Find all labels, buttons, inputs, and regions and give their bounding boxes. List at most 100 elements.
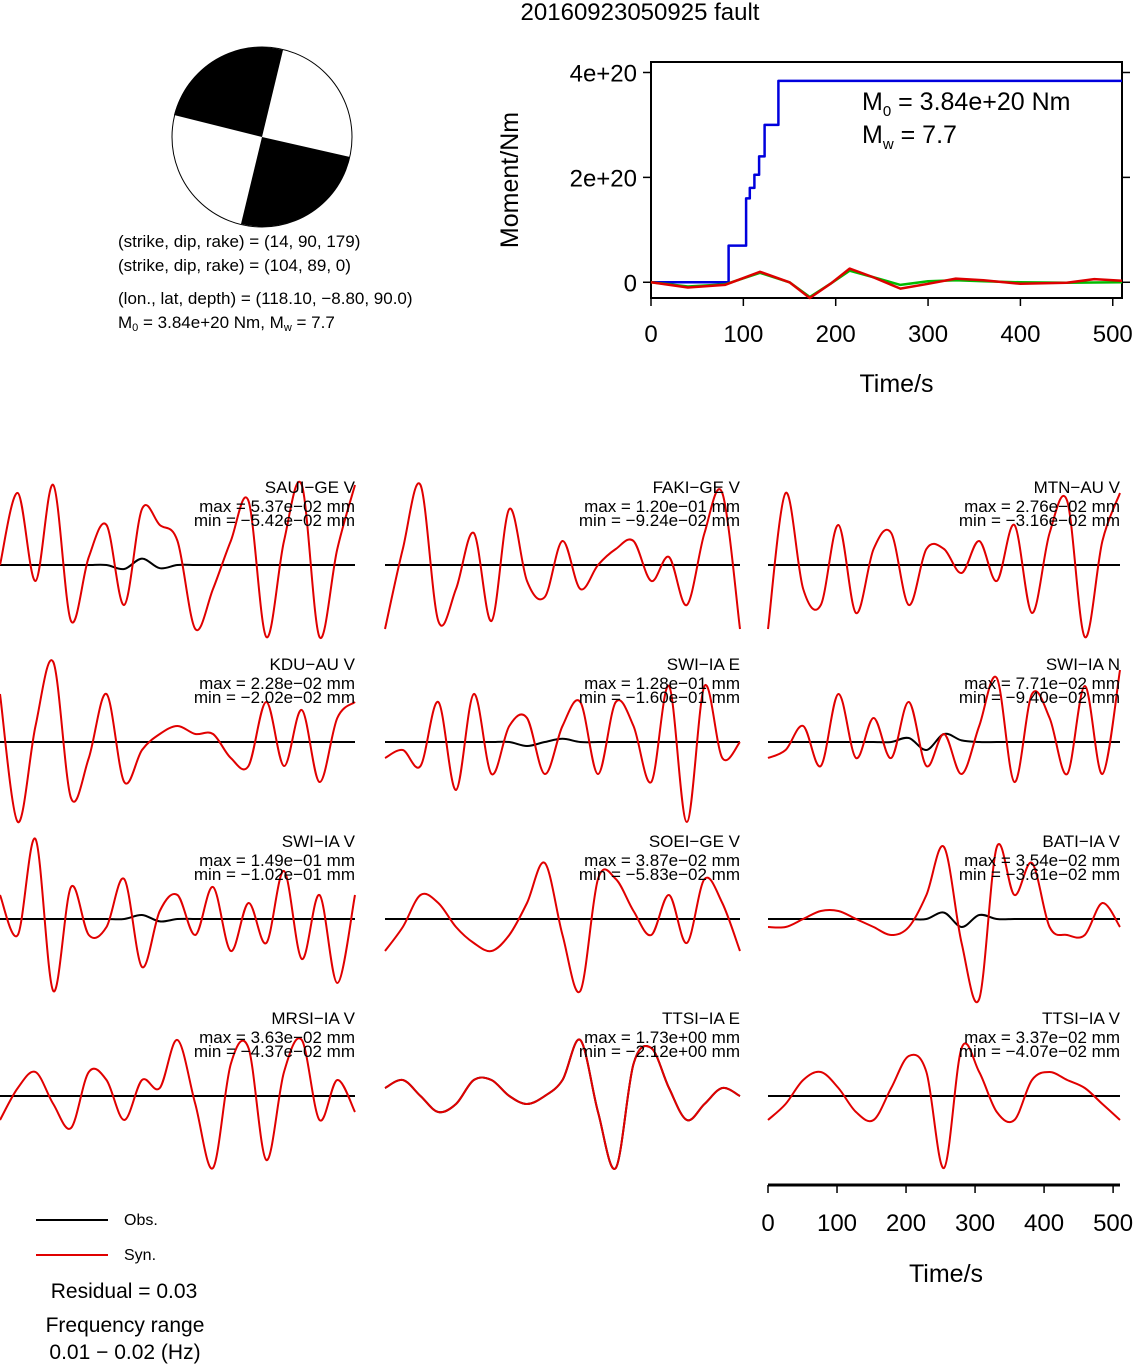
moment-annotation-m0: M0 = 3.84e+20 Nm <box>862 88 1070 120</box>
wave-x-tick-label: 400 <box>1024 1210 1064 1237</box>
moment-x-tick-label: 200 <box>816 321 856 348</box>
wave-x-tick-label: 500 <box>1093 1210 1133 1237</box>
beachball-compression-quadrant-se <box>241 137 350 227</box>
station-name: SWI−IA V <box>282 832 356 851</box>
plane1-text: (strike, dip, rake) = (14, 90, 179) <box>118 232 361 251</box>
station-max: max = 5.37e−02 mm <box>199 497 355 516</box>
station-name: SWI−IA N <box>1046 655 1120 674</box>
station-name: MRSI−IA V <box>271 1009 355 1028</box>
moment-x-tick-label: 100 <box>723 321 763 348</box>
beachball-compression-quadrant-nw <box>174 47 283 137</box>
station-max: max = 1.20e−01 mm <box>584 497 740 516</box>
station-min: min = −3.61e−02 mm <box>959 865 1120 884</box>
observed-trace <box>385 737 740 748</box>
moment-series-2 <box>650 267 1123 300</box>
residual-text: Residual = 0.03 <box>50 1280 198 1303</box>
frequency-value: 0.01 − 0.02 (Hz) <box>49 1341 201 1364</box>
moment-summary-text: M0 = 3.84e+20 Nm, Mw = 7.7 <box>118 313 335 338</box>
frequency-title: Frequency range <box>45 1314 205 1337</box>
station-max: max = 1.73e+00 mm <box>584 1028 740 1047</box>
station-min: min = −4.07e−02 mm <box>959 1042 1120 1061</box>
figure-title: 20160923050925 fault <box>520 0 760 26</box>
moment-x-tick-label: 400 <box>1000 321 1040 348</box>
moment-x-tick-label: 500 <box>1093 321 1133 348</box>
legend-obs-label: Obs. <box>124 1212 158 1229</box>
moment-y-tick-label: 2e+20 <box>570 165 637 192</box>
moment-annotation-mw: Mw = 7.7 <box>862 121 957 153</box>
station-name: SOEI−GE V <box>649 832 741 851</box>
wave-x-tick-label: 100 <box>817 1210 857 1237</box>
station-min: min = −5.83e−02 mm <box>579 865 740 884</box>
station-name: TTSI−IA E <box>662 1009 740 1028</box>
station-min: min = −2.12e+00 mm <box>579 1042 740 1061</box>
wave-x-axis-label: Time/s <box>909 1260 983 1288</box>
synthetic-trace <box>0 480 356 639</box>
synthetic-trace <box>767 843 1121 1004</box>
station-max: max = 3.37e−02 mm <box>964 1028 1120 1047</box>
synthetic-trace <box>767 1042 1121 1170</box>
station-name: MTN−AU V <box>1034 478 1121 497</box>
station-name: TTSI−IA V <box>1042 1009 1121 1028</box>
synthetic-trace <box>384 1038 741 1170</box>
m0-symbol: M <box>118 313 133 332</box>
observed-trace <box>0 557 355 571</box>
observed-trace <box>0 913 355 923</box>
plane2-text: (strike, dip, rake) = (104, 89, 0) <box>118 256 351 275</box>
station-min: min = −5.42e−02 mm <box>194 511 355 530</box>
moment-y-tick-label: 4e+20 <box>570 60 637 87</box>
legend-swatches <box>36 1219 108 1256</box>
station-max: max = 1.28e−01 mm <box>584 674 740 693</box>
station-name: KDU−AU V <box>270 655 356 674</box>
station-max: max = 7.71e−02 mm <box>964 674 1120 693</box>
station-min: min = −9.40e−02 mm <box>959 688 1120 707</box>
station-min: min = −3.16e−02 mm <box>959 511 1120 530</box>
synthetic-trace <box>767 491 1121 639</box>
synthetic-trace <box>384 684 741 824</box>
mw-subscript: w <box>283 322 292 334</box>
synthetic-trace <box>767 669 1121 784</box>
wave-x-tick-label: 200 <box>886 1210 926 1237</box>
moment-plot-frame <box>650 61 1123 299</box>
wave-x-tick-label: 300 <box>955 1210 995 1237</box>
beachball-diagram <box>171 46 353 228</box>
synthetic-trace <box>0 659 356 824</box>
station-max: max = 3.54e−02 mm <box>964 851 1120 870</box>
station-name: FAKI−GE V <box>653 478 741 497</box>
station-min: min = −4.37e−02 mm <box>194 1042 355 1061</box>
station-name: BATI−IA V <box>1042 832 1120 851</box>
moment-y-tick-label: 0 <box>624 270 637 297</box>
synthetic-trace <box>0 837 356 993</box>
observed-trace <box>767 911 1120 928</box>
m0-value: = 3.84e+20 Nm, M <box>138 313 284 332</box>
moment-y-axis-label: Moment/Nm <box>496 112 524 248</box>
location-text: (lon., lat, depth) = (118.10, −8.80, 90.… <box>118 289 413 308</box>
synthetic-trace <box>384 482 741 630</box>
station-name: SWI−IA E <box>667 655 740 674</box>
station-max: max = 1.49e−01 mm <box>199 851 355 870</box>
mw-value: = 7.7 <box>291 313 335 332</box>
moment-x-axis-label: Time/s <box>859 370 933 398</box>
station-min: min = −2.02e−02 mm <box>194 688 355 707</box>
moment-series-0 <box>651 79 1122 284</box>
station-max: max = 3.63e−02 mm <box>199 1028 355 1047</box>
station-min: min = −1.02e−01 mm <box>194 865 355 884</box>
synthetic-trace <box>384 861 741 994</box>
station-name: SAUI−GE V <box>265 478 356 497</box>
moment-x-tick-label: 300 <box>908 321 948 348</box>
synthetic-trace <box>0 1037 356 1170</box>
moment-chart: 0 100 200 300 400 500 0 2e+20 4e+20 Time/s Moment/… <box>496 60 1133 398</box>
station-max: max = 2.76e−02 mm <box>964 497 1120 516</box>
station-min: min = −1.60e−01 mm <box>579 688 740 707</box>
